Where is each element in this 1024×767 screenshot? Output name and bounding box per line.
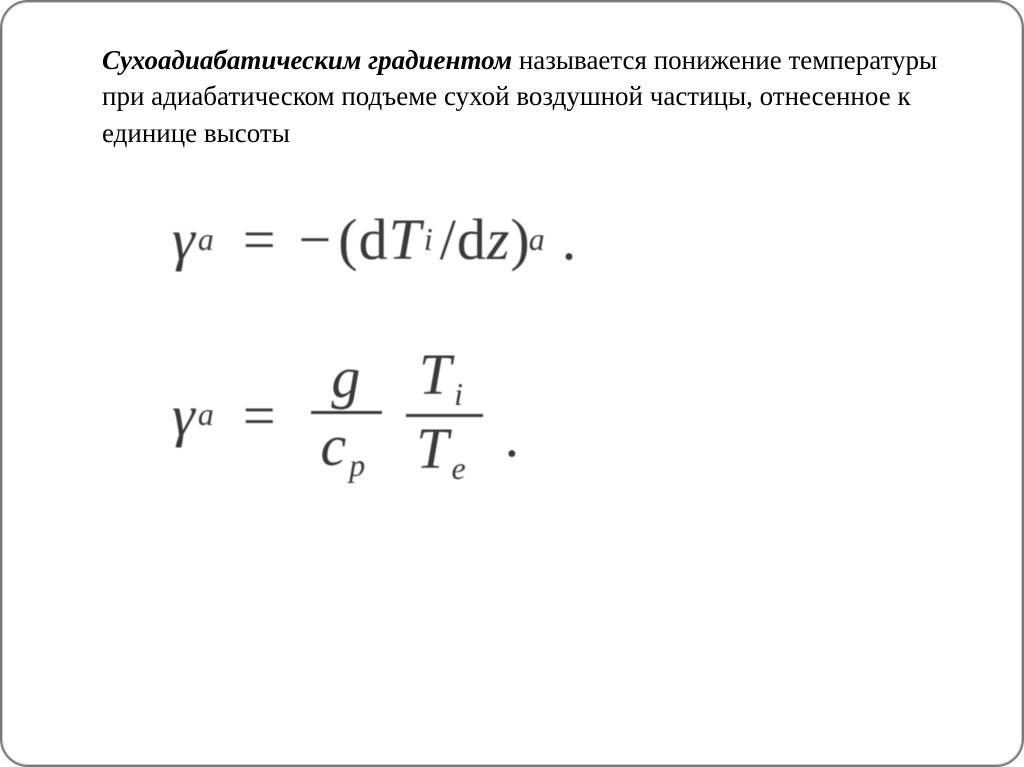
left-paren: ( (338, 206, 358, 273)
z-var: z (487, 206, 511, 273)
T1-var: T (419, 342, 452, 407)
equals-sign: = (243, 382, 277, 449)
equation-1: γ a = − ( d T i / d z ) a . (172, 206, 970, 273)
fraction-g-over-cp: g cp (311, 346, 383, 485)
definition-paragraph: Сухоадиабатическим градиентом называется… (102, 42, 942, 151)
minus-sign: − (299, 206, 333, 273)
d-1: d (359, 206, 389, 273)
gamma-symbol: γ (172, 382, 196, 449)
gamma-subscript: a (198, 222, 215, 258)
T-subscript: i (424, 222, 434, 258)
c-var: c (321, 413, 348, 478)
equals-sign: = (243, 206, 277, 273)
T-var: T (389, 206, 422, 273)
T1-subscript: i (454, 377, 464, 412)
gamma-subscript: a (198, 397, 215, 433)
g-var: g (331, 345, 361, 410)
period: . (505, 403, 521, 470)
equations-block: γ a = − ( d T i / d z ) a . γ a = g cp (172, 206, 970, 487)
c-subscript: p (349, 448, 366, 483)
term: Сухоадиабатическим градиентом (102, 45, 512, 75)
gamma-symbol: γ (172, 206, 196, 273)
slash: / (440, 206, 457, 273)
T2-var: T (416, 416, 449, 481)
period: . (562, 206, 578, 273)
d-2: d (457, 206, 487, 273)
slide-frame: Сухоадиабатическим градиентом называется… (0, 0, 1024, 767)
outer-subscript: a (529, 222, 546, 258)
fraction-Ti-over-Te: Ti Te (406, 343, 482, 487)
T2-subscript: e (452, 451, 467, 486)
equation-2: γ a = g cp Ti Te . (172, 343, 970, 487)
right-paren: ) (510, 206, 530, 273)
